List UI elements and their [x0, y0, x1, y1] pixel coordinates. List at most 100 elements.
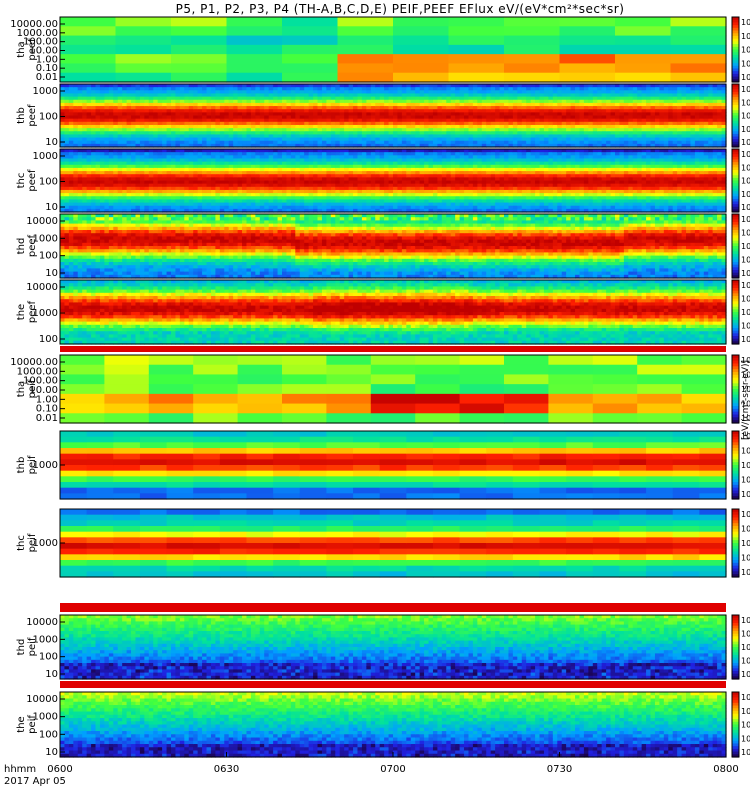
ytick-label: 0.01 [36, 72, 58, 83]
heatmap-cell [171, 17, 227, 27]
colorbar: 108 107 106 105 104 [732, 84, 750, 148]
heatmap-cell [116, 54, 172, 64]
ylabel-species: peef [27, 38, 38, 61]
heatmap-cell [615, 63, 671, 73]
heatmap-cell [338, 54, 394, 64]
heatmap-cell [393, 26, 449, 36]
heatmap-cell [671, 17, 727, 27]
heatmap-cell [393, 73, 449, 83]
heatmap-cell [449, 73, 505, 83]
heatmap-cell [671, 36, 727, 46]
heatmap-cell [171, 26, 227, 36]
ytick-label: 1000 [33, 86, 58, 97]
heatmap-cell [671, 54, 727, 64]
heatmap-cell [338, 63, 394, 73]
heatmap-cell [671, 73, 727, 83]
heatmap-cell [338, 36, 394, 46]
heatmap-cell [504, 45, 560, 55]
heatmap-cell [393, 54, 449, 64]
ytick-label: 10 [45, 137, 58, 148]
heatmap-cell [393, 45, 449, 55]
heatmap-cell [282, 63, 338, 73]
heatmap-cell [615, 17, 671, 27]
heatmap-cell [504, 73, 560, 83]
heatmap-cell [449, 54, 505, 64]
heatmap-cell [671, 26, 727, 36]
heatmap-cell [338, 45, 394, 55]
heatmap-cell [171, 73, 227, 83]
colorbar-tick: 108 [741, 17, 750, 27]
heatmap-cell [116, 26, 172, 36]
heatmap-cell [227, 26, 283, 36]
heatmap-cell [282, 17, 338, 27]
heatmap-cell [449, 17, 505, 27]
colorbar-tick: 108 [741, 84, 750, 94]
ylabel-species: peef [27, 104, 38, 127]
heatmap-cell [227, 17, 283, 27]
heatmap-cell [615, 54, 671, 64]
colorbar-tick: 105 [741, 124, 750, 134]
colorbar-tick: 104 [741, 72, 750, 82]
heatmap-cell [560, 17, 616, 27]
heatmap-cell [560, 63, 616, 73]
colorbar-tick: 106 [741, 45, 750, 55]
heatmap-cell [449, 36, 505, 46]
heatmap-cell [282, 54, 338, 64]
heatmap-cell [116, 45, 172, 55]
heatmap-cell [116, 63, 172, 73]
heatmap-cell [449, 45, 505, 55]
colorbar-tick: 106 [741, 111, 750, 121]
colorbar-tick: 105 [741, 58, 750, 68]
panel-thb-peef: 1000 100 10 thb peef [16, 84, 727, 148]
colorbar-tick: 107 [741, 31, 750, 41]
heatmap-cell [60, 54, 116, 64]
heatmap-cell [282, 36, 338, 46]
heatmap-cell [227, 54, 283, 64]
heatmap-cell [116, 36, 172, 46]
heatmap-cell [338, 26, 394, 36]
heatmap-cell [338, 73, 394, 83]
heatmap-cell [615, 26, 671, 36]
heatmap-cell [60, 63, 116, 73]
colorbar-tick: 107 [741, 97, 750, 107]
heatmap-cell [282, 73, 338, 83]
heatmap-cell [671, 45, 727, 55]
heatmap-cell [504, 63, 560, 73]
heatmap-cell [449, 26, 505, 36]
colorbar: 108 107 106 105 104 [732, 17, 750, 83]
heatmap-cell [227, 36, 283, 46]
heatmap-cell [227, 45, 283, 55]
panel-tha-peef: 10000.001000.00100.0010.001.000.100.01th… [10, 17, 726, 83]
heatmap-cell [393, 63, 449, 73]
heatmap-cell [504, 36, 560, 46]
heatmap-cell [227, 73, 283, 83]
heatmap-cell [171, 54, 227, 64]
heatmap-cell [227, 63, 283, 73]
heatmap-cell [560, 26, 616, 36]
heatmap-cell [560, 73, 616, 83]
heatmap-cell [60, 26, 116, 36]
heatmap-cell [504, 26, 560, 36]
ytick-label: 100 [39, 112, 58, 123]
heatmap-cell [282, 26, 338, 36]
heatmap-cell [393, 17, 449, 27]
heatmap-cell [560, 36, 616, 46]
heatmap-cell [60, 36, 116, 46]
heatmap-cell [60, 17, 116, 27]
spectrogram-stack: 10000.001000.00100.0010.001.000.100.01th… [0, 0, 750, 800]
heatmap-cell [615, 45, 671, 55]
heatmap-cell [393, 36, 449, 46]
heatmap-cell [504, 54, 560, 64]
heatmap-cell [615, 73, 671, 83]
heatmap-cell [60, 73, 116, 83]
heatmap-cell [171, 36, 227, 46]
heatmap-cell [116, 73, 172, 83]
heatmap-cell [560, 54, 616, 64]
heatmap-cell [282, 45, 338, 55]
heatmap-cell [116, 17, 172, 27]
ylabel-probe: thb [16, 107, 27, 124]
heatmap-cell [504, 17, 560, 27]
heatmap-cell [338, 17, 394, 27]
colorbar-tick: 104 [741, 137, 750, 147]
